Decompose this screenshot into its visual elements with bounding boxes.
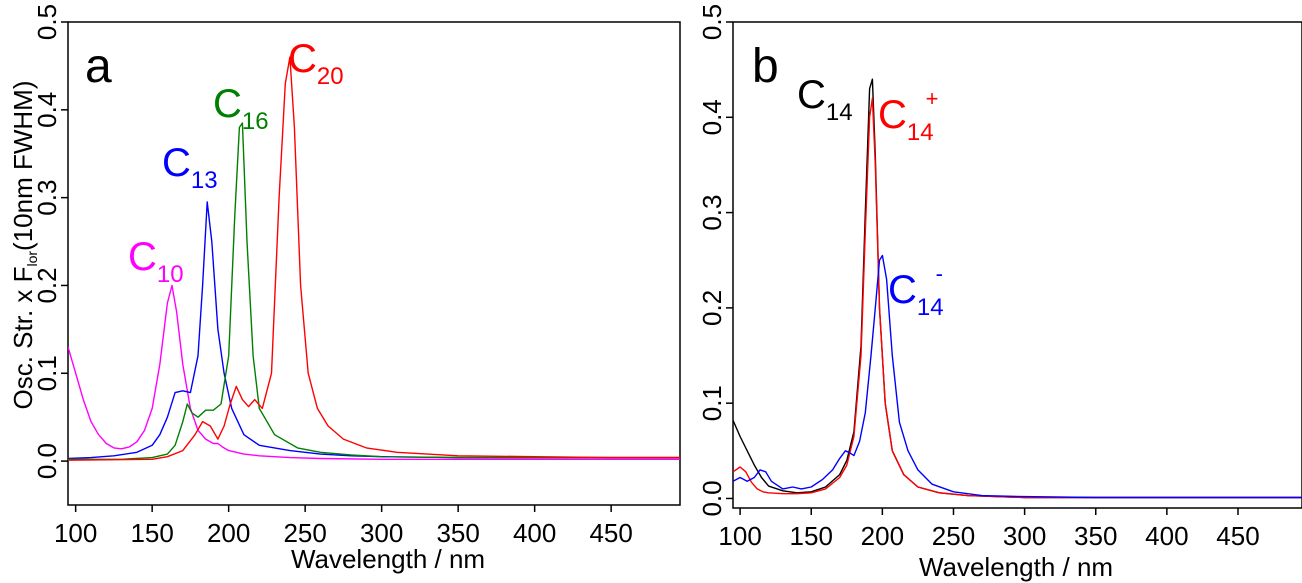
series-line <box>733 78 1302 499</box>
y-tick-label: 0.1 <box>32 355 62 391</box>
series-line <box>68 56 680 461</box>
series-line <box>68 284 680 460</box>
series-annotation-subscript: 13 <box>191 167 218 194</box>
x-tick-label: 450 <box>1216 521 1259 551</box>
series-line <box>68 122 680 460</box>
series-annotation-base: C <box>888 268 917 312</box>
series-annotation-base: C <box>128 235 157 279</box>
series-annotation-subscript: 14 <box>826 99 853 126</box>
x-axis-label: Wavelength / nm <box>919 552 1113 582</box>
y-axis-label-main: Osc. Str. x F <box>8 266 38 409</box>
x-tick-label: 350 <box>436 518 479 548</box>
x-tick-label: 100 <box>54 518 97 548</box>
y-tick-label: 0.0 <box>697 480 727 516</box>
y-tick-label: 0.5 <box>32 4 62 40</box>
y-tick-label: 0.5 <box>697 4 727 40</box>
chart-panel-a: 100 150 200 250 300 350 400 450 0.0 0.1 0.2 0.3 0.4 0… <box>8 4 681 574</box>
x-tick-label: 300 <box>360 518 403 548</box>
plot-frame <box>732 21 1302 509</box>
series-line <box>733 254 1302 499</box>
x-tick-label: 250 <box>932 521 975 551</box>
x-tick-label: 450 <box>589 518 632 548</box>
y-axis-label-subscript: lor <box>24 251 40 267</box>
series-annotation-subscript: 10 <box>157 261 184 288</box>
y-tick-label: 0.4 <box>697 99 727 135</box>
series-annotation-superscript: - <box>936 261 943 286</box>
series-annotation: C14 + <box>878 86 938 146</box>
y-tick-label: 0.0 <box>32 443 62 479</box>
series-line <box>68 201 680 460</box>
series-annotation-base: C <box>213 82 242 126</box>
chart-panel-b: 100 150 200 250 300 350 400 450 0.0 0.1 0.2 0.3 0.4 0… <box>697 4 1302 582</box>
series-annotation: C14 <box>797 73 853 126</box>
x-tick-label: 200 <box>861 521 904 551</box>
x-tick-label: 200 <box>207 518 250 548</box>
y-tick-label: 0.3 <box>697 195 727 231</box>
series-annotation-subscript: 14 <box>917 294 944 321</box>
series-annotation-base: C <box>162 141 191 185</box>
series-annotation: C20 <box>288 37 344 90</box>
series-annotation-base: C <box>797 73 826 117</box>
plot-frame <box>67 21 681 506</box>
series-annotation-subscript: 20 <box>317 63 344 90</box>
series-annotation-subscript: 14 <box>907 119 934 146</box>
series-annotation-superscript: + <box>926 86 939 111</box>
series-annotation: C14 - <box>888 261 944 321</box>
x-tick-label: 400 <box>1145 521 1188 551</box>
series-annotation: C10 <box>128 235 184 288</box>
y-tick-label: 0.3 <box>32 180 62 216</box>
y-tick-label: 0.2 <box>32 267 62 303</box>
series-annotation: C13 <box>162 141 218 194</box>
x-axis-label: Wavelength / nm <box>291 544 485 574</box>
series-annotation-base: C <box>878 93 907 137</box>
x-tick-label: 400 <box>513 518 556 548</box>
panel-label: a <box>85 40 112 93</box>
x-tick-label: 150 <box>790 521 833 551</box>
x-tick-label: 250 <box>283 518 326 548</box>
y-tick-label: 0.1 <box>697 385 727 421</box>
panel-label: b <box>752 40 779 93</box>
y-axis-label-tail: (10nm FWHM) <box>8 80 38 250</box>
series-line <box>733 97 1302 499</box>
x-tick-label: 300 <box>1003 521 1046 551</box>
series-annotation-subscript: 16 <box>242 108 269 135</box>
x-tick-label: 100 <box>718 521 761 551</box>
series-annotation: C16 <box>213 82 269 135</box>
y-tick-label: 0.2 <box>697 290 727 326</box>
x-tick-label: 350 <box>1074 521 1117 551</box>
y-axis-label: Osc. Str. x Flor(10nm FWHM) <box>8 80 40 409</box>
series-annotation-base: C <box>288 37 317 81</box>
y-tick-label: 0.4 <box>32 92 62 128</box>
x-tick-label: 150 <box>130 518 173 548</box>
